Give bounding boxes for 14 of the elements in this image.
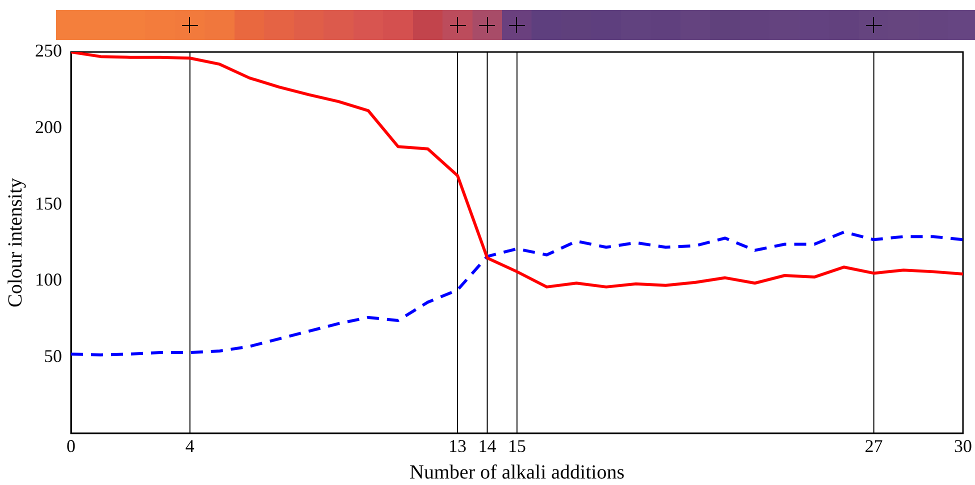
x-tick-label: 27 (864, 436, 883, 456)
y-tick-label: 200 (35, 117, 62, 138)
x-tick-label: 0 (66, 436, 76, 456)
x-axis-title: Number of alkali additions (410, 461, 625, 484)
x-tick-label: 14 (478, 436, 496, 456)
y-tick-label: 150 (35, 193, 62, 214)
x-tick-label: 13 (448, 436, 467, 456)
y-axis-title: Colour intensity (4, 178, 26, 308)
x-tick-label: 4 (185, 436, 194, 456)
x-tick-label: 15 (508, 436, 526, 456)
x-tick-label: 30 (954, 436, 972, 456)
y-tick-label: 100 (35, 270, 62, 290)
y-tick-label: 50 (44, 346, 62, 366)
y-tick-label: 250 (35, 40, 62, 61)
